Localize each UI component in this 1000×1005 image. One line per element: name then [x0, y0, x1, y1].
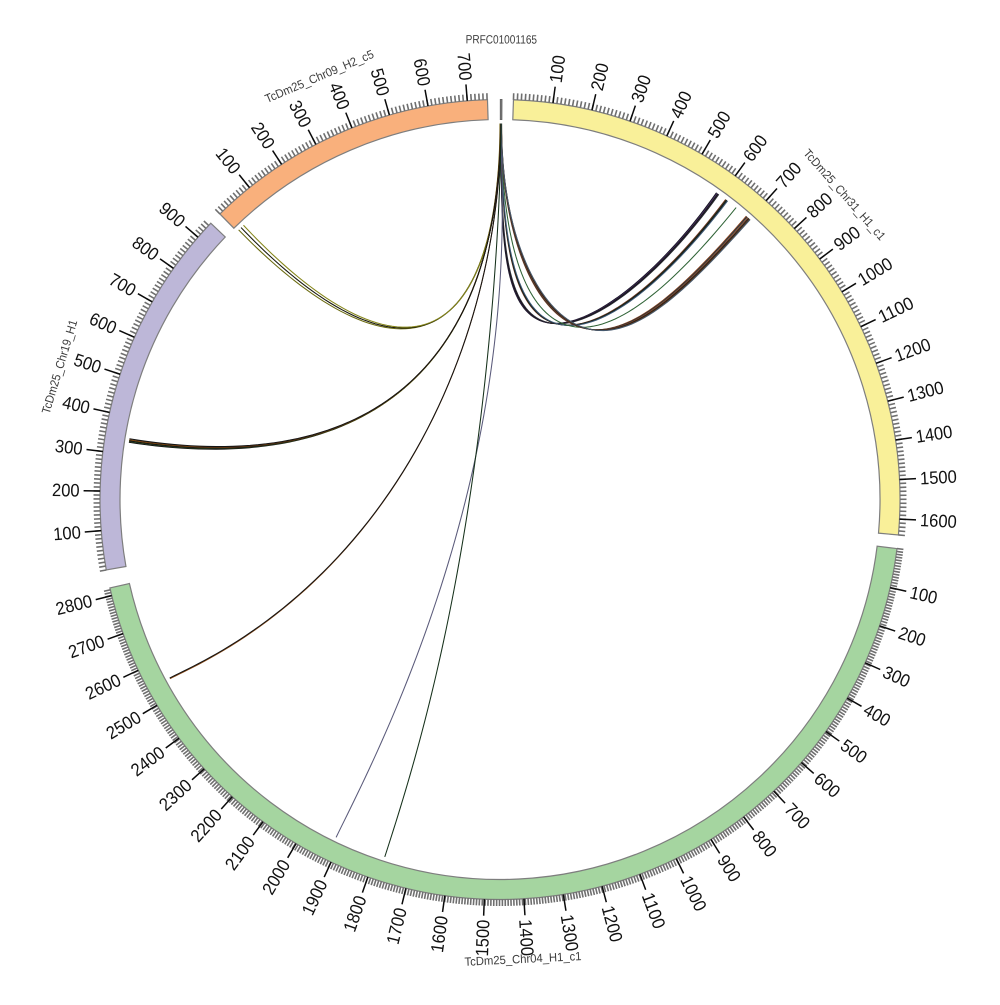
svg-text:100: 100	[52, 522, 81, 544]
svg-text:100: 100	[546, 54, 569, 84]
svg-text:300: 300	[54, 436, 84, 459]
svg-text:PRFC01001165: PRFC01001165	[466, 32, 538, 46]
svg-text:1600: 1600	[919, 510, 957, 532]
svg-text:1500: 1500	[472, 919, 493, 957]
svg-text:200: 200	[52, 480, 80, 501]
svg-text:700: 700	[453, 52, 475, 81]
svg-text:1500: 1500	[919, 467, 957, 489]
